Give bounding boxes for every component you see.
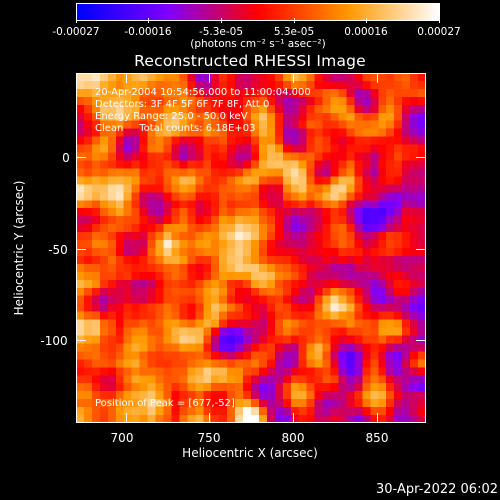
x-tick-label: 750 [197,431,221,445]
peak-position: Position of Peak = [677,-52] [95,398,235,409]
x-tick [377,73,378,83]
colorbar-tick [221,18,222,23]
datestamp: 30-Apr-2022 06:02 [376,482,498,497]
x-tick [209,413,210,423]
x-tick [293,73,294,83]
y-tick [416,157,426,158]
rhessi-image [76,73,426,423]
y-tick [76,157,86,158]
x-tick [126,413,127,423]
colorbar-label: 0.00027 [417,26,461,38]
y-tick-label: 0 [62,151,70,165]
info-detectors: Detectors: 3F 4F 5F 6F 7F 8F, Att 0 [95,99,270,110]
info-clean-counts: Clean Total counts: 6.18E+03 [95,123,256,134]
colorbar-tick [439,18,440,23]
colorbar-tick [366,18,367,23]
x-axis-title: Heliocentric X (arcsec) [182,446,318,460]
x-tick [293,413,294,423]
x-tick-label: 800 [281,431,305,445]
colorbar-label: -0.00027 [52,26,100,38]
image-heatmap [76,73,426,423]
y-tick [416,340,426,341]
x-tick [126,73,127,83]
x-tick [209,73,210,83]
colorbar [76,3,440,21]
colorbar-tick [148,18,149,23]
colorbar-gradient [77,4,439,20]
colorbar-units: (photons cm⁻² s⁻¹ asec⁻²) [190,38,326,50]
x-tick-label: 850 [365,431,389,445]
info-time-range: 20-Apr-2004 10:54:56.000 to 11:00:04.000 [95,87,311,98]
colorbar-tick [76,18,77,23]
colorbar-label: 5.3e-05 [273,26,315,38]
plot-frame [76,73,426,423]
y-tick-label: -50 [48,243,68,257]
y-axis-title: Heliocentric Y (arcsec) [12,180,26,316]
colorbar-label: -5.3e-05 [198,26,244,38]
colorbar-tick [294,18,295,23]
image-title: Reconstructed RHESSI Image [134,52,366,70]
x-tick-label: 700 [110,431,134,445]
x-tick [377,413,378,423]
colorbar-label: 0.00016 [344,26,388,38]
y-tick [76,249,86,250]
y-tick [76,340,86,341]
y-tick [416,249,426,250]
info-energy-range: Energy Range: 25.0 - 50.0 keV [95,111,248,122]
colorbar-label: -0.00016 [124,26,172,38]
y-tick-label: -100 [40,334,68,348]
